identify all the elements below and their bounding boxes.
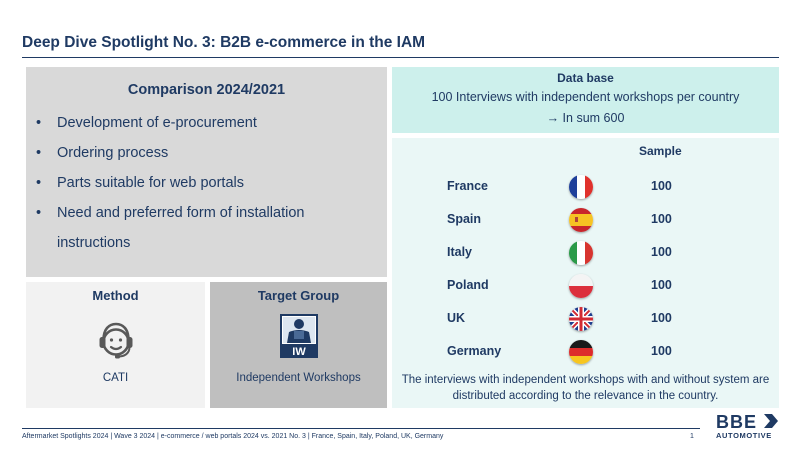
- workshop-worker-icon: IW: [280, 314, 318, 358]
- page-number: 1: [690, 433, 694, 440]
- logo-line1: BBE: [716, 412, 757, 432]
- sample-count: 100: [651, 278, 672, 292]
- list-item: • Development of e-procurement: [36, 108, 381, 138]
- list-item-text: Ordering process: [57, 145, 169, 161]
- headset-icon: [99, 322, 133, 359]
- sample-row-italy: Italy 100: [392, 241, 779, 269]
- page-title: Deep Dive Spotlight No. 3: B2B e-commerc…: [22, 34, 426, 51]
- country-name: France: [447, 179, 488, 193]
- target-group-panel: Target Group IW Independent Workshops: [210, 282, 387, 408]
- bbe-automotive-logo: BBE AUTOMOTIVE: [716, 412, 778, 440]
- title-divider: [22, 57, 779, 58]
- database-panel: Data base 100 Interviews with independen…: [392, 67, 779, 133]
- sample-row-germany: Germany 100: [392, 340, 779, 368]
- country-name: Poland: [447, 278, 489, 292]
- method-panel: Method CATI: [26, 282, 205, 408]
- poland-flag-icon: [569, 274, 593, 298]
- target-group-title: Target Group: [257, 288, 340, 303]
- footer-divider: [22, 428, 700, 429]
- sample-count: 100: [651, 344, 672, 358]
- comparison-title: Comparison 2024/2021: [127, 82, 286, 98]
- country-name: UK: [447, 311, 466, 325]
- germany-flag-icon: [569, 340, 593, 364]
- list-item: • Need and preferred form of installation…: [36, 198, 381, 258]
- list-item-text: Parts suitable for web portals: [57, 175, 244, 191]
- sample-count: 100: [651, 245, 672, 259]
- database-interviews-text: 100 Interviews with independent workshop…: [431, 90, 740, 104]
- sample-row-spain: Spain 100: [392, 208, 779, 236]
- italy-flag-icon: [569, 241, 593, 265]
- sample-title: Sample: [639, 144, 682, 158]
- list-item-text: Development of e-procurement: [57, 115, 257, 131]
- footer-text: Aftermarket Spotlights 2024 | Wave 3 202…: [22, 433, 444, 440]
- target-group-value: Independent Workshops: [236, 372, 361, 384]
- sample-row-poland: Poland 100: [392, 274, 779, 302]
- list-item-text: Need and preferred form of installation …: [57, 205, 305, 251]
- bullet: •: [36, 175, 42, 191]
- workshop-icon-label: IW: [292, 346, 306, 358]
- sample-count: 100: [651, 179, 672, 193]
- bullet: •: [36, 205, 42, 221]
- sample-row-france: France 100: [392, 175, 779, 203]
- comparison-panel: Comparison 2024/2021 • Development of e-p…: [26, 67, 387, 277]
- sample-row-uk: UK 100: [392, 307, 779, 335]
- sample-note: The interviews with independent workshop…: [401, 374, 770, 402]
- database-total-text: → In sum 600: [546, 111, 625, 125]
- country-name: Italy: [447, 245, 473, 259]
- logo-line2: AUTOMOTIVE: [716, 431, 772, 440]
- list-item: • Ordering process: [36, 138, 381, 168]
- spain-flag-icon: [569, 208, 593, 232]
- bullet: •: [36, 145, 42, 161]
- sample-panel: Sample France 100 Spain 100 Italy 100 Po…: [392, 138, 779, 408]
- comparison-list: • Development of e-procurement • Ordering …: [36, 108, 381, 258]
- uk-flag-icon: [569, 307, 593, 331]
- method-value: CATI: [102, 372, 129, 384]
- bullet: •: [36, 115, 42, 131]
- method-title: Method: [92, 288, 139, 303]
- sample-count: 100: [651, 311, 672, 325]
- country-name: Spain: [447, 212, 482, 226]
- database-title: Data base: [557, 71, 614, 85]
- list-item: • Parts suitable for web portals: [36, 168, 381, 198]
- country-name: Germany: [447, 344, 502, 358]
- sample-count: 100: [651, 212, 672, 226]
- france-flag-icon: [569, 175, 593, 199]
